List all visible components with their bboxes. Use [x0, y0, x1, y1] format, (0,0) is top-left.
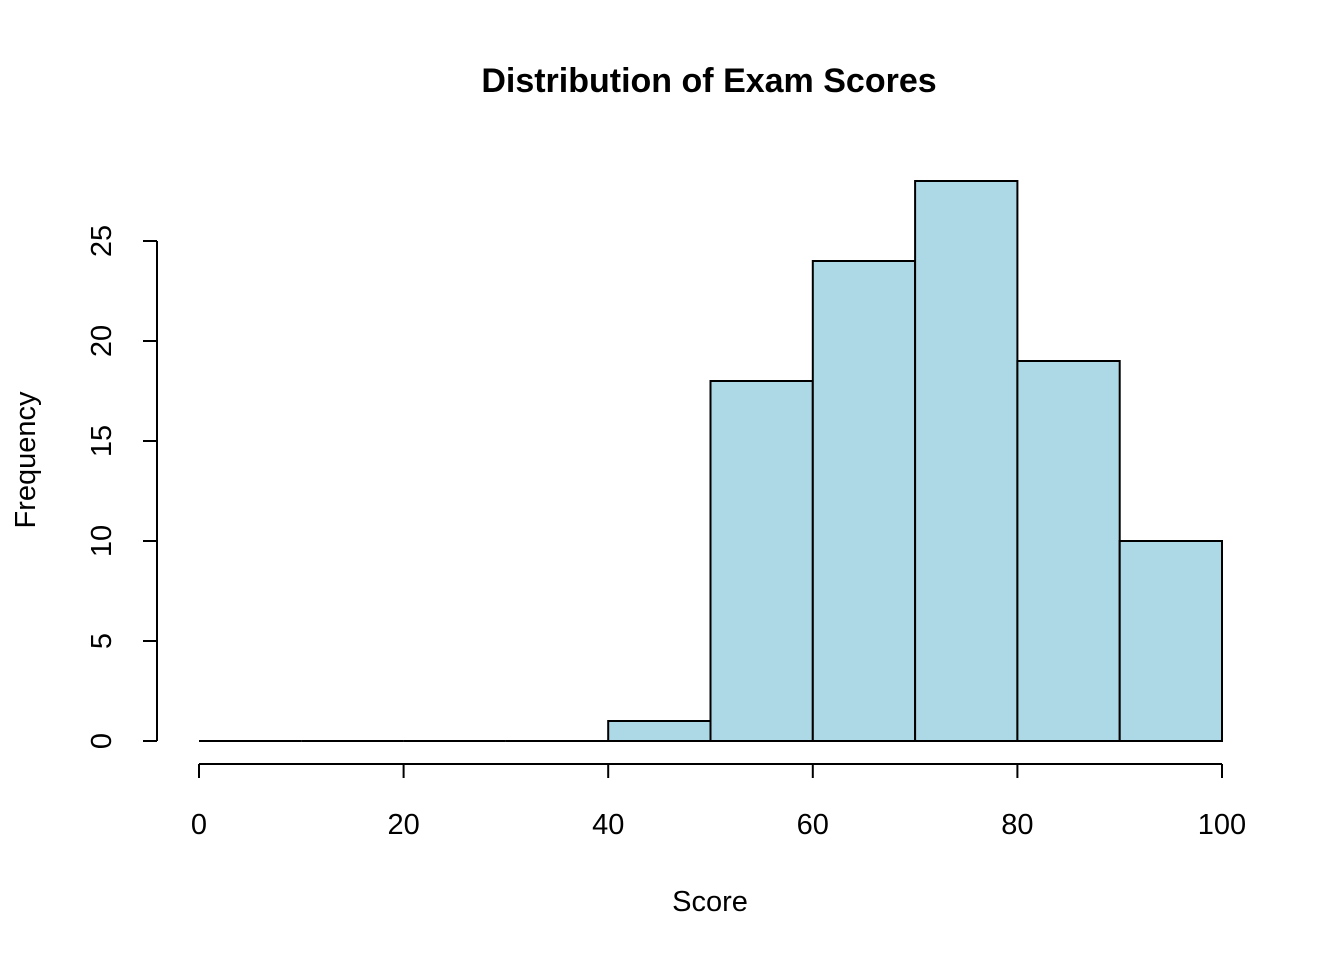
histogram-bar — [1016, 360, 1121, 742]
x-tick-label: 100 — [1198, 809, 1246, 841]
x-tick-label: 20 — [387, 809, 419, 841]
x-tick-label: 80 — [1001, 809, 1033, 841]
x-tick-label: 0 — [191, 809, 207, 841]
histogram-bar — [607, 720, 712, 742]
x-axis-label: Score — [672, 886, 748, 918]
bars-group — [199, 180, 1223, 742]
y-axis-label: Frequency — [10, 391, 42, 529]
y-tick-label: 15 — [86, 425, 118, 457]
y-tick-label: 0 — [86, 733, 118, 749]
histogram-bar — [709, 380, 814, 742]
histogram-bar — [1118, 540, 1223, 742]
chart-title: Distribution of Exam Scores — [481, 62, 936, 100]
y-tick-label: 20 — [86, 325, 118, 357]
histogram-bar — [811, 260, 917, 742]
y-tick-label: 10 — [86, 525, 118, 557]
x-axis: 0 20 40 60 80 100 — [191, 763, 1246, 841]
x-tick-label: 60 — [797, 809, 829, 841]
y-tick-label: 25 — [86, 225, 118, 257]
x-tick-label: 40 — [592, 809, 624, 841]
y-tick-label: 5 — [86, 633, 118, 649]
histogram-bar — [914, 180, 1019, 742]
y-axis: 0 5 10 15 20 25 — [86, 225, 158, 749]
